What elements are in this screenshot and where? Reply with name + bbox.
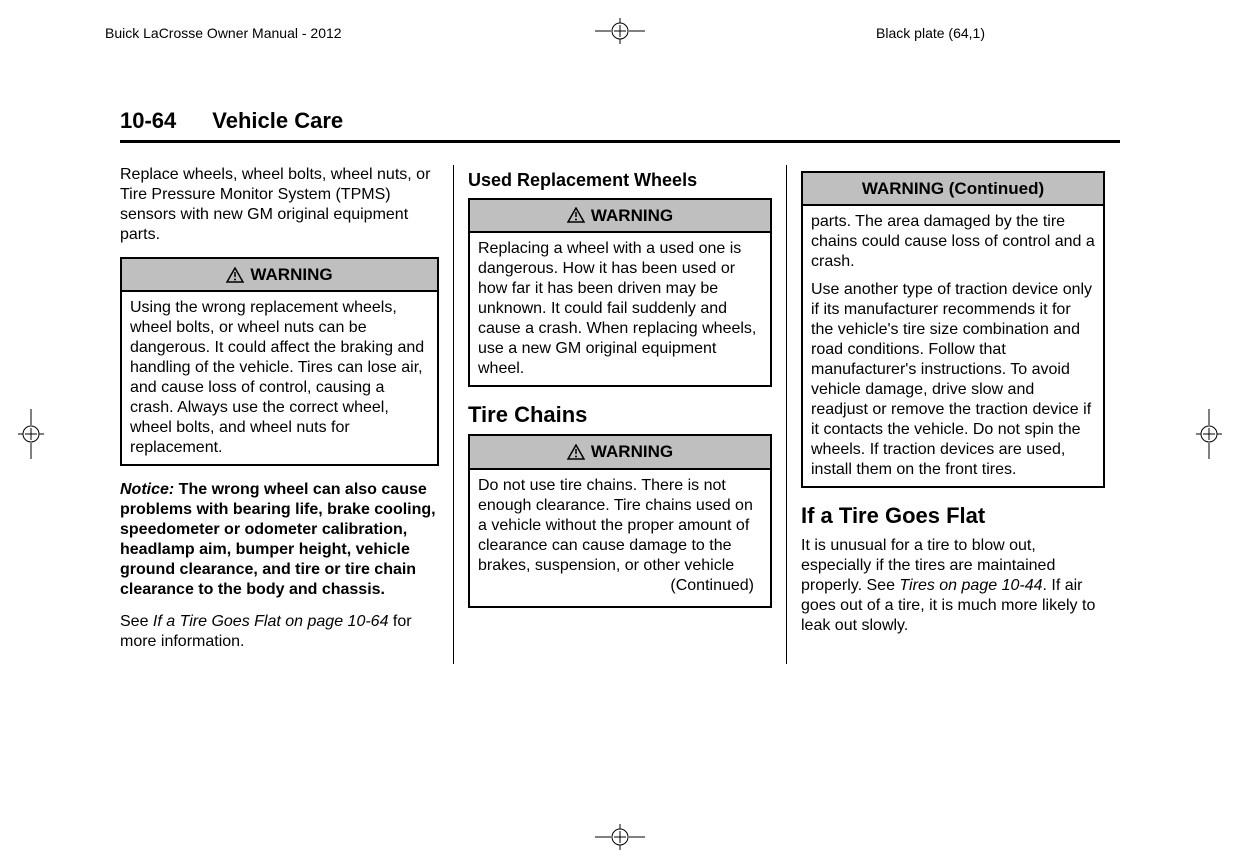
heading-tire-chains: Tire Chains xyxy=(468,401,772,429)
registration-mark-right xyxy=(1196,409,1222,459)
warning-continued-label: WARNING (Continued) xyxy=(862,178,1044,199)
registration-mark-top xyxy=(595,18,645,44)
warning-box-tire-chains: WARNING Do not use tire chains. There is… xyxy=(468,434,772,607)
warning-header: WARNING xyxy=(122,259,437,292)
warning-header: WARNING xyxy=(470,436,770,469)
warning-cont-p2: Use another type of traction device only… xyxy=(811,280,1095,480)
section-number: 10-64 xyxy=(120,108,176,133)
see-paragraph: See If a Tire Goes Flat on page 10-64 fo… xyxy=(120,612,439,652)
warning-box-wheels: WARNING Using the wrong replacement whee… xyxy=(120,257,439,466)
warning-triangle-icon xyxy=(567,444,585,460)
para-reference: Tires on page 10-44 xyxy=(899,577,1042,594)
registration-mark-bottom xyxy=(595,824,645,850)
warning-label: WARNING xyxy=(591,441,673,462)
notice-label: Notice: xyxy=(120,481,174,498)
warning-triangle-icon xyxy=(226,267,244,283)
column-3: WARNING (Continued) parts. The area dama… xyxy=(786,165,1119,664)
column-1: Replace wheels, wheel bolts, wheel nuts,… xyxy=(120,165,453,664)
notice-body: The wrong wheel can also cause problems … xyxy=(120,481,436,598)
continued-label: (Continued) xyxy=(478,576,762,600)
subhead-used-wheels: Used Replacement Wheels xyxy=(468,169,772,192)
warning-header: WARNING xyxy=(470,200,770,233)
warning-triangle-icon xyxy=(567,207,585,223)
see-reference: If a Tire Goes Flat on page 10-64 xyxy=(153,613,389,630)
warning-body-text: Do not use tire chains. There is not eno… xyxy=(478,476,762,576)
warning-body: Using the wrong replacement wheels, whee… xyxy=(122,292,437,464)
columns: Replace wheels, wheel bolts, wheel nuts,… xyxy=(120,165,1120,664)
warning-body: Replacing a wheel with a used one is dan… xyxy=(470,233,770,385)
warning-box-continued: WARNING (Continued) parts. The area dama… xyxy=(801,171,1105,488)
tire-flat-paragraph: It is unusual for a tire to blow out, es… xyxy=(801,536,1105,636)
see-prefix: See xyxy=(120,613,153,630)
column-2: Used Replacement Wheels WARNING Replacin… xyxy=(453,165,786,664)
warning-label: WARNING xyxy=(250,264,332,285)
warning-label: WARNING xyxy=(591,205,673,226)
intro-paragraph: Replace wheels, wheel bolts, wheel nuts,… xyxy=(120,165,439,245)
section-header: 10-64 Vehicle Care xyxy=(120,108,1120,143)
warning-header-continued: WARNING (Continued) xyxy=(803,173,1103,206)
header-right: Black plate (64,1) xyxy=(876,25,985,41)
section-title: Vehicle Care xyxy=(212,108,343,133)
heading-tire-flat: If a Tire Goes Flat xyxy=(801,502,1105,530)
registration-mark-left xyxy=(18,409,44,459)
warning-body: Do not use tire chains. There is not eno… xyxy=(470,470,770,606)
notice-paragraph: Notice: The wrong wheel can also cause p… xyxy=(120,480,439,600)
page: Buick LaCrosse Owner Manual - 2012 Black… xyxy=(0,0,1240,868)
warning-cont-p1: parts. The area damaged by the tire chai… xyxy=(811,212,1095,272)
warning-box-used-wheels: WARNING Replacing a wheel with a used on… xyxy=(468,198,772,387)
header-left: Buick LaCrosse Owner Manual - 2012 xyxy=(105,25,342,41)
warning-body: parts. The area damaged by the tire chai… xyxy=(803,206,1103,486)
